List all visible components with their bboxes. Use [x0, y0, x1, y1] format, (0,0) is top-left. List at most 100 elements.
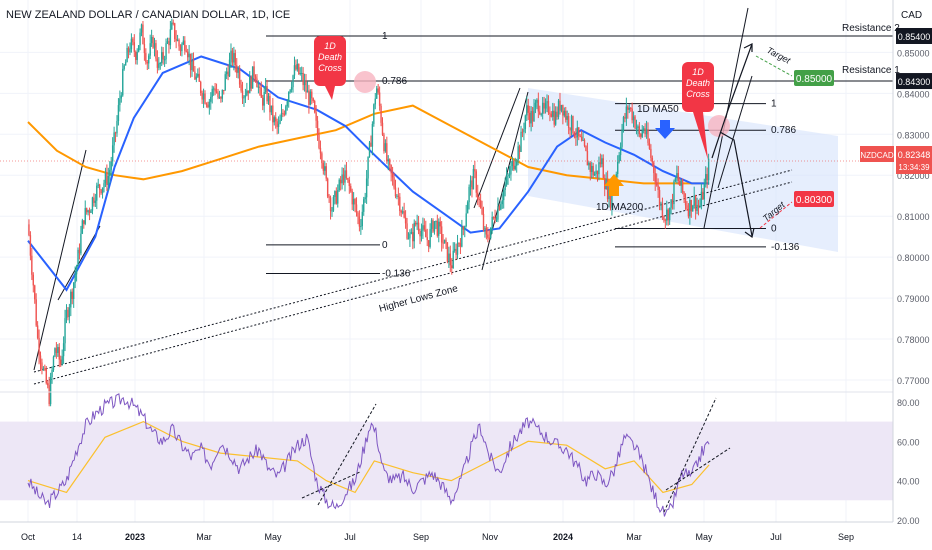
- candle-body: [352, 199, 355, 205]
- candle-body: [51, 369, 53, 378]
- time-tick-12: Sep: [838, 532, 854, 542]
- candle: [508, 165, 511, 179]
- candle: [622, 115, 625, 133]
- candle: [368, 141, 371, 158]
- candle-body: [453, 248, 456, 251]
- candle-body: [198, 73, 200, 82]
- candle: [155, 39, 157, 62]
- candle-body: [429, 228, 431, 247]
- candle-body: [325, 166, 327, 179]
- candle: [384, 139, 387, 153]
- candle-body: [78, 249, 81, 254]
- candle: [292, 74, 294, 93]
- candle: [690, 199, 692, 218]
- resistance-1-label: Resistance 1: [842, 65, 900, 76]
- candle-body: [514, 165, 516, 170]
- candle-body: [442, 242, 444, 244]
- chart-title: NEW ZEALAND DOLLAR / CANADIAN DOLLAR, 1D…: [6, 9, 291, 21]
- candle-body: [394, 187, 397, 197]
- candle-body: [204, 93, 206, 104]
- candle-body: [217, 92, 219, 98]
- candle: [272, 98, 274, 132]
- candle-body: [413, 222, 415, 242]
- candle-body: [74, 274, 76, 283]
- candle: [443, 239, 446, 244]
- candle-body: [218, 97, 221, 99]
- candle-body: [446, 242, 449, 262]
- upside-arrowhead: [743, 43, 753, 52]
- candle: [334, 190, 336, 205]
- candle: [256, 74, 258, 88]
- candle: [234, 49, 237, 73]
- candle-body: [430, 220, 433, 229]
- candle-body: [474, 169, 476, 172]
- last-price-value: 0.82348: [898, 150, 931, 160]
- candle-body: [414, 222, 417, 225]
- candle-body: [632, 116, 635, 121]
- candle: [78, 243, 81, 260]
- candle-body: [504, 184, 506, 190]
- candle: [490, 227, 492, 240]
- higher-lows-zone-label: Higher Lows Zone: [378, 283, 460, 315]
- candle: [380, 103, 382, 127]
- candle-body: [28, 224, 30, 236]
- candle: [352, 192, 355, 212]
- candle: [596, 170, 599, 182]
- candle: [45, 366, 47, 385]
- candle: [653, 161, 655, 182]
- fib1-label-0: 1: [382, 31, 388, 42]
- candle-body: [657, 185, 659, 191]
- candle: [533, 99, 535, 122]
- candle-body: [308, 90, 310, 105]
- candle: [634, 114, 636, 130]
- candle-body: [68, 307, 71, 318]
- candle: [660, 201, 662, 211]
- candle: [438, 218, 440, 243]
- candle: [451, 258, 453, 275]
- candle: [350, 183, 352, 193]
- candle-body: [570, 116, 573, 131]
- candle-body: [380, 105, 382, 123]
- candle-body: [351, 191, 353, 205]
- candle-body: [182, 40, 185, 45]
- candle-body: [163, 59, 166, 61]
- candle: [62, 336, 65, 364]
- price-tick-5: 0.82000: [897, 171, 930, 181]
- candle: [554, 106, 557, 126]
- candle: [67, 307, 69, 321]
- candle-body: [241, 90, 244, 99]
- candle: [367, 156, 369, 187]
- candle-body: [113, 132, 115, 146]
- ma50-label: 1D MA50: [637, 104, 679, 115]
- candle-body: [137, 45, 140, 52]
- candle: [492, 216, 495, 220]
- candle: [686, 201, 688, 211]
- candle: [36, 321, 39, 340]
- candle-body: [188, 53, 190, 58]
- candle-body: [573, 132, 576, 137]
- candle-body: [315, 112, 317, 121]
- candle-body: [172, 22, 174, 24]
- candle: [176, 34, 179, 42]
- candle: [576, 120, 579, 146]
- candle: [262, 94, 264, 111]
- candle: [703, 178, 705, 205]
- candle-body: [55, 348, 58, 353]
- candle: [563, 107, 566, 118]
- candle: [351, 188, 353, 211]
- candle-body: [162, 52, 164, 60]
- candle: [139, 28, 141, 51]
- candle-body: [251, 66, 254, 89]
- candle: [91, 196, 94, 215]
- candle: [445, 237, 447, 250]
- candle-body: [572, 116, 574, 133]
- candle-body: [244, 95, 247, 98]
- candle: [188, 45, 190, 66]
- candle-body: [440, 226, 443, 243]
- candle: [133, 34, 136, 57]
- candle: [313, 99, 316, 114]
- candle-body: [215, 91, 218, 93]
- candle-body: [260, 87, 262, 98]
- candle: [321, 151, 323, 169]
